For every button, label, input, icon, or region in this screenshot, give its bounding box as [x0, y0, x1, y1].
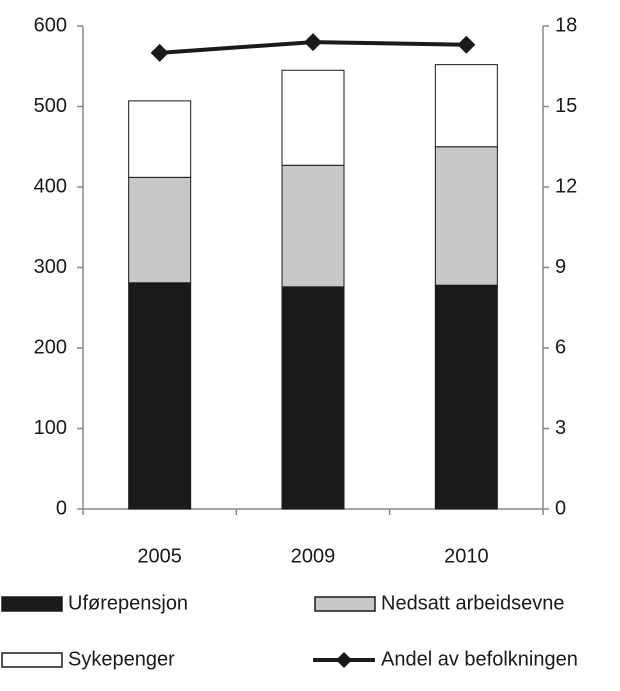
bar-segment: [434, 64, 498, 148]
legend-marker: [336, 652, 352, 668]
y-tick-label: 100: [34, 417, 67, 439]
y2-tick-label: 3: [555, 417, 566, 439]
legend-label: Uførepensjon: [68, 592, 188, 614]
y2-tick-label: 0: [555, 497, 566, 519]
line-marker: [304, 33, 322, 52]
y-tick-label: 0: [56, 497, 67, 519]
bar-segment: [128, 282, 192, 510]
line-marker: [150, 43, 169, 62]
bar-segment: [434, 284, 498, 510]
legend-label: Sykepenger: [68, 648, 175, 670]
y2-tick-label: 9: [555, 256, 566, 278]
x-tick-label: 2009: [291, 545, 336, 567]
x-tick-label: 2010: [444, 545, 489, 567]
legend-swatch: [1, 596, 63, 612]
y2-tick-label: 15: [555, 95, 577, 117]
bar-segment: [281, 69, 345, 166]
y-tick-label: 600: [34, 14, 67, 36]
bar-segment: [281, 286, 345, 510]
y-tick-label: 400: [34, 175, 67, 197]
legend-label: Nedsatt arbeidsevne: [381, 592, 564, 614]
legend-swatch: [314, 596, 376, 612]
bar-segment: [128, 100, 192, 178]
legend-label: Andel av befolkningen: [381, 648, 578, 670]
y2-tick-label: 6: [555, 336, 566, 358]
bar-segment: [281, 164, 345, 288]
legend-swatch: [1, 652, 63, 668]
x-tick-label: 2005: [137, 545, 182, 567]
y-tick-label: 200: [34, 336, 67, 358]
y2-tick-label: 18: [555, 14, 577, 36]
y2-tick-label: 12: [555, 175, 577, 197]
line-marker: [457, 35, 476, 54]
bar-segment: [128, 176, 192, 284]
y-tick-label: 300: [34, 256, 67, 278]
bar-segment: [434, 146, 498, 286]
y-tick-label: 500: [34, 95, 67, 117]
